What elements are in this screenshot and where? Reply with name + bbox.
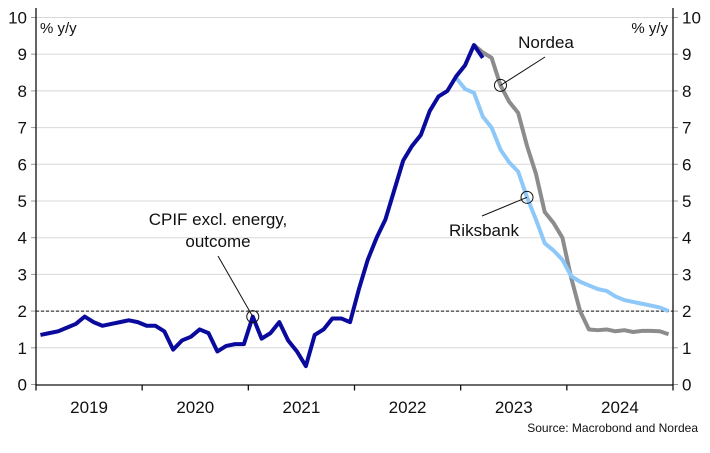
y-tick-label-right: 4 xyxy=(682,229,691,248)
annotation-label: Nordea xyxy=(518,33,574,52)
y-tick-label-left: 1 xyxy=(18,339,27,358)
source-note: Source: Macrobond and Nordea xyxy=(527,421,698,435)
x-tick-label: 2021 xyxy=(283,398,321,417)
y-tick-label-left: 10 xyxy=(8,9,27,28)
y-tick-label-right: 9 xyxy=(682,45,691,64)
annotation-leader-line xyxy=(500,56,546,86)
y-tick-label-right: 7 xyxy=(682,119,691,138)
y-tick-label-left: 0 xyxy=(18,376,27,395)
y-label-left: % y/y xyxy=(40,20,77,37)
x-tick-label: 2020 xyxy=(176,398,214,417)
y-tick-label-left: 5 xyxy=(18,192,27,211)
series-lines xyxy=(40,43,670,369)
annotation-marker-circle xyxy=(246,310,260,324)
y-tick-label-right: 2 xyxy=(682,302,691,321)
y-tick-label-left: 2 xyxy=(18,302,27,321)
series-line-riksbank xyxy=(454,76,670,313)
annotation-label: Riksbank xyxy=(449,221,519,240)
annotations: CPIF excl. energy, outcome Nordea Riksbank xyxy=(149,33,574,324)
annotation-leader-line xyxy=(217,255,254,317)
y-tick-label-right: 8 xyxy=(682,82,691,101)
y-tick-label-left: 9 xyxy=(18,45,27,64)
series-line-cpif-excl-energy-outcome xyxy=(40,43,485,369)
annotation-leader-line xyxy=(481,196,528,217)
y-tick-label-right: 10 xyxy=(682,9,701,28)
annotation-label: outcome xyxy=(185,232,250,251)
x-axis-ticks: 2019 2020 2021 2022 2023 2024 xyxy=(35,384,674,417)
y-axis-ticks: 0 0 1 1 2 2 3 3 4 4 5 5 6 6 7 7 8 8 9 9 10 10 xyxy=(8,9,701,395)
y-tick-label-right: 3 xyxy=(682,265,691,284)
y-tick-label-right: 5 xyxy=(682,192,691,211)
annotation-label: CPIF excl. energy, xyxy=(149,210,288,229)
y-tick-label-right: 1 xyxy=(682,339,691,358)
y-tick-label-left: 6 xyxy=(18,155,27,174)
annotation-marker-circle xyxy=(493,78,507,92)
x-tick-label: 2022 xyxy=(389,398,427,417)
y-tick-label-left: 3 xyxy=(18,265,27,284)
x-tick-label: 2024 xyxy=(601,398,639,417)
y-label-right: % y/y xyxy=(631,20,668,37)
annotation-marker-circle xyxy=(520,190,534,204)
y-tick-label-left: 8 xyxy=(18,82,27,101)
y-tick-label-right: 0 xyxy=(682,376,691,395)
x-tick-label: 2019 xyxy=(70,398,108,417)
y-tick-label-left: 4 xyxy=(18,229,27,248)
y-tick-label-left: 7 xyxy=(18,119,27,138)
y-tick-label-right: 6 xyxy=(682,155,691,174)
series-line-nordea xyxy=(472,43,670,337)
x-tick-label: 2023 xyxy=(495,398,533,417)
